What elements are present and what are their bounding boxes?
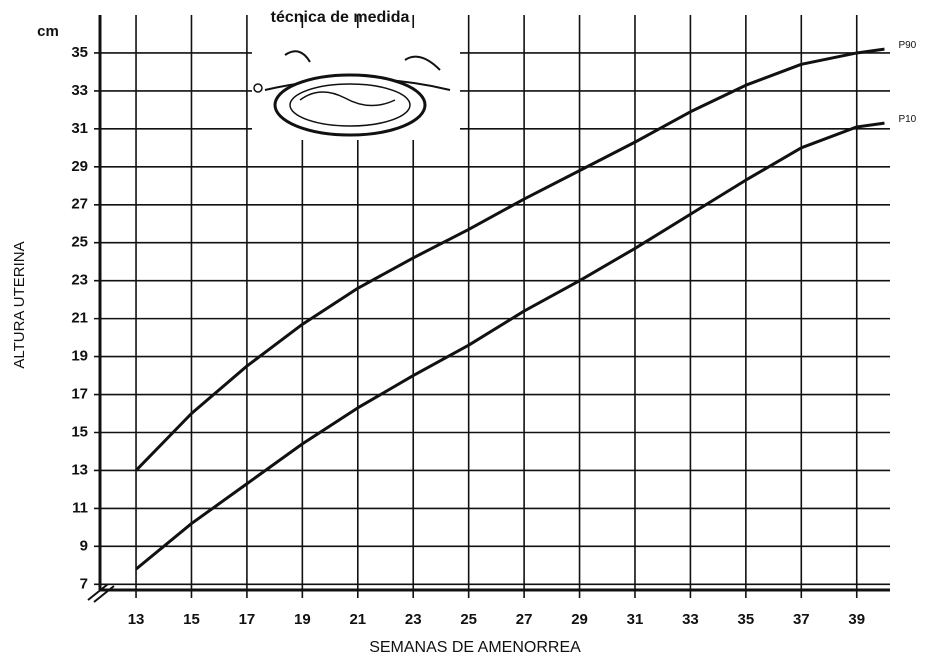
legend-label: P90: [898, 40, 916, 51]
x-tick-label: 31: [627, 611, 644, 628]
x-tick-label: 23: [405, 611, 422, 628]
y-tick-label: 13: [71, 461, 88, 478]
x-tick-label: 25: [460, 611, 477, 628]
y-tick-label: 11: [72, 499, 88, 516]
x-axis-label: SEMANAS DE AMENORREA: [369, 639, 581, 656]
y-tick-label: 21: [71, 310, 88, 327]
legend-label: P10: [898, 114, 916, 125]
series-line: [136, 123, 884, 569]
y-tick-label: 7: [80, 575, 88, 592]
chart-title: técnica de medida: [271, 9, 410, 26]
x-tick-label: 19: [294, 611, 311, 628]
x-tick-label: 35: [738, 611, 755, 628]
x-tick-label: 15: [183, 611, 200, 628]
y-tick-label: 9: [80, 537, 88, 554]
x-tick-label: 29: [571, 611, 588, 628]
x-tick-label: 13: [128, 611, 145, 628]
series-line: [136, 49, 884, 470]
x-tick-label: 21: [349, 611, 366, 628]
y-tick-label: 23: [71, 272, 88, 289]
x-tick-label: 39: [848, 611, 865, 628]
grid-layer: [94, 15, 890, 598]
y-tick-label: 31: [71, 120, 88, 137]
x-tick-label: 17: [239, 611, 256, 628]
x-tick-label: 37: [793, 611, 810, 628]
y-tick-label: 35: [71, 44, 88, 61]
x-tick-label: 33: [682, 611, 699, 628]
chart: técnica de medida cm ALTURA UTERINA SEMA…: [0, 0, 932, 660]
y-tick-label: 29: [71, 158, 88, 175]
y-unit: cm: [37, 23, 59, 40]
y-tick-label: 15: [71, 423, 88, 440]
y-tick-label: 27: [71, 196, 88, 213]
y-tick-label: 19: [71, 348, 88, 365]
y-tick-label: 33: [71, 82, 88, 99]
y-axis-label: ALTURA UTERINA: [11, 241, 28, 368]
y-tick-label: 17: [71, 386, 88, 403]
illustration: [252, 28, 460, 140]
y-tick-label: 25: [71, 234, 88, 251]
x-tick-label: 27: [516, 611, 533, 628]
